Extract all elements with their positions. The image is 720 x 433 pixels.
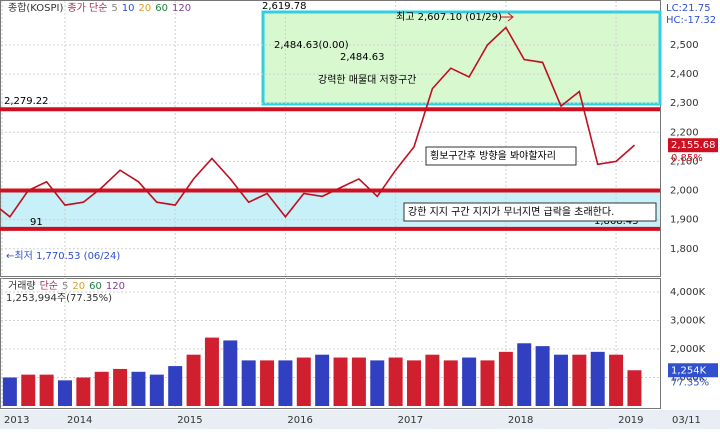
annotation: 2,484.63(0.00) [274,40,349,51]
last-change: 0.85% [671,153,703,164]
y-tick-label: 2,200 [670,127,699,138]
volume-bar [627,370,642,406]
volume-bar [21,374,36,406]
last-volume: 1,254K [671,365,707,376]
resistance-box [261,10,662,106]
volume-bar [113,368,128,406]
volume-bar [333,357,348,406]
subtitle: 종가 단순 [67,2,107,14]
ma-legend: 120 [106,281,125,292]
corner-label: LC:21.75 [666,3,711,14]
x-tick-label: 2018 [508,415,533,426]
annotation: 최고 2,607.10 (01/29) [396,11,502,23]
y-tick-label: 2,400 [670,69,699,80]
corner-label: HC:-17.32 [666,15,716,26]
volume-bar [535,346,550,406]
last-price: 2,155.68 [671,140,716,151]
x-tick-label: 2014 [67,415,92,426]
title: 종합(KOSPI) [8,2,64,14]
last-price-box [668,138,718,153]
volume-bar [131,371,146,406]
ma-legend: 20 [139,3,152,14]
y-tick-label: 2,000K [670,344,706,355]
y-tick-label: 1,800 [670,244,699,255]
volume-bar [223,340,238,406]
volume-bar [572,354,587,406]
volume-info: 1,253,994주(77.35%) [6,293,112,304]
volume-bar [480,360,495,406]
subtitle: 단순 [40,280,58,292]
annotation: 횡보구간후 방향을 봐야할자리 [430,150,556,162]
annotation-box [403,202,657,222]
annotation: 2,619.78 [262,1,307,12]
volume-bar [260,360,275,406]
volume-bar [443,360,458,406]
annotation-box [425,146,577,166]
y-tick-label: 2,000 [670,186,699,197]
volume-bar [149,374,164,406]
annotation: 강력한 매물대 저항구간 [318,74,416,86]
volume-bar [39,374,54,406]
reference-label: 2,279.22 [4,96,49,107]
x-tick-label: 2017 [398,415,423,426]
volume-bar [315,354,330,406]
y-tick-label: 1,900 [670,215,699,226]
y-tick-label: 2,100 [670,156,699,167]
y-tick-label: 4,000K [670,287,706,298]
volume-bar [168,366,183,406]
ma-legend: 5 [111,3,117,14]
volume-bar [186,354,201,406]
title: 거래량 [8,280,36,292]
annotation: 2,484.63 [340,52,385,63]
x-tick-label: 2019 [618,415,643,426]
volume-bar [370,360,385,406]
volume-bar [76,377,91,406]
volume-bar [94,371,109,406]
y-tick-label: 1,000K [670,372,706,383]
volume-bar [407,360,422,406]
volume-panel [0,278,661,409]
x-tick-label: 2016 [287,415,312,426]
volume-bar [351,357,366,406]
ma-legend: 60 [155,3,168,14]
volume-bar [609,354,624,406]
volume-bar [204,337,219,406]
x-tick-label: 2015 [177,415,202,426]
volume-bar [57,380,72,406]
last-volume-box [668,363,718,378]
annotation: ←최저 1,770.53 (06/24) [6,250,120,262]
volume-bar [2,377,17,406]
ma-legend: 10 [122,3,135,14]
volume-bar [462,357,477,406]
volume-bar [517,343,532,406]
volume-change: 77.35% [671,377,709,388]
annotation: 91 [30,217,43,228]
x-tick-label: 2013 [4,415,29,426]
ma-legend: 60 [89,281,102,292]
volume-bar [498,351,513,406]
x-end-label: 03/11 [672,415,701,426]
volume-bar [388,357,403,406]
ma-legend: 120 [172,3,191,14]
volume-bar [296,357,311,406]
ma-legend: 20 [72,281,85,292]
panel-title: 종합(KOSPI) 종가 단순 5 10 20 60 120 [8,2,191,14]
x-axis-strip [0,410,720,429]
panel-title: 거래량 단순 5 20 60 120 [8,280,125,292]
volume-bar [553,354,568,406]
y-tick-label: 2,300 [670,98,699,109]
volume-bar [590,351,605,406]
ma-legend: 5 [62,281,68,292]
annotation: 강한 지지 구간 지지가 무너지면 급락을 초래한다. [408,206,614,218]
y-tick-label: 2,500 [670,40,699,51]
volume-bar [278,360,293,406]
volume-bar [425,354,440,406]
peak-arrow [500,12,514,22]
volume-bar [241,360,256,406]
y-tick-label: 3,000K [670,315,706,326]
price-line [0,26,636,219]
